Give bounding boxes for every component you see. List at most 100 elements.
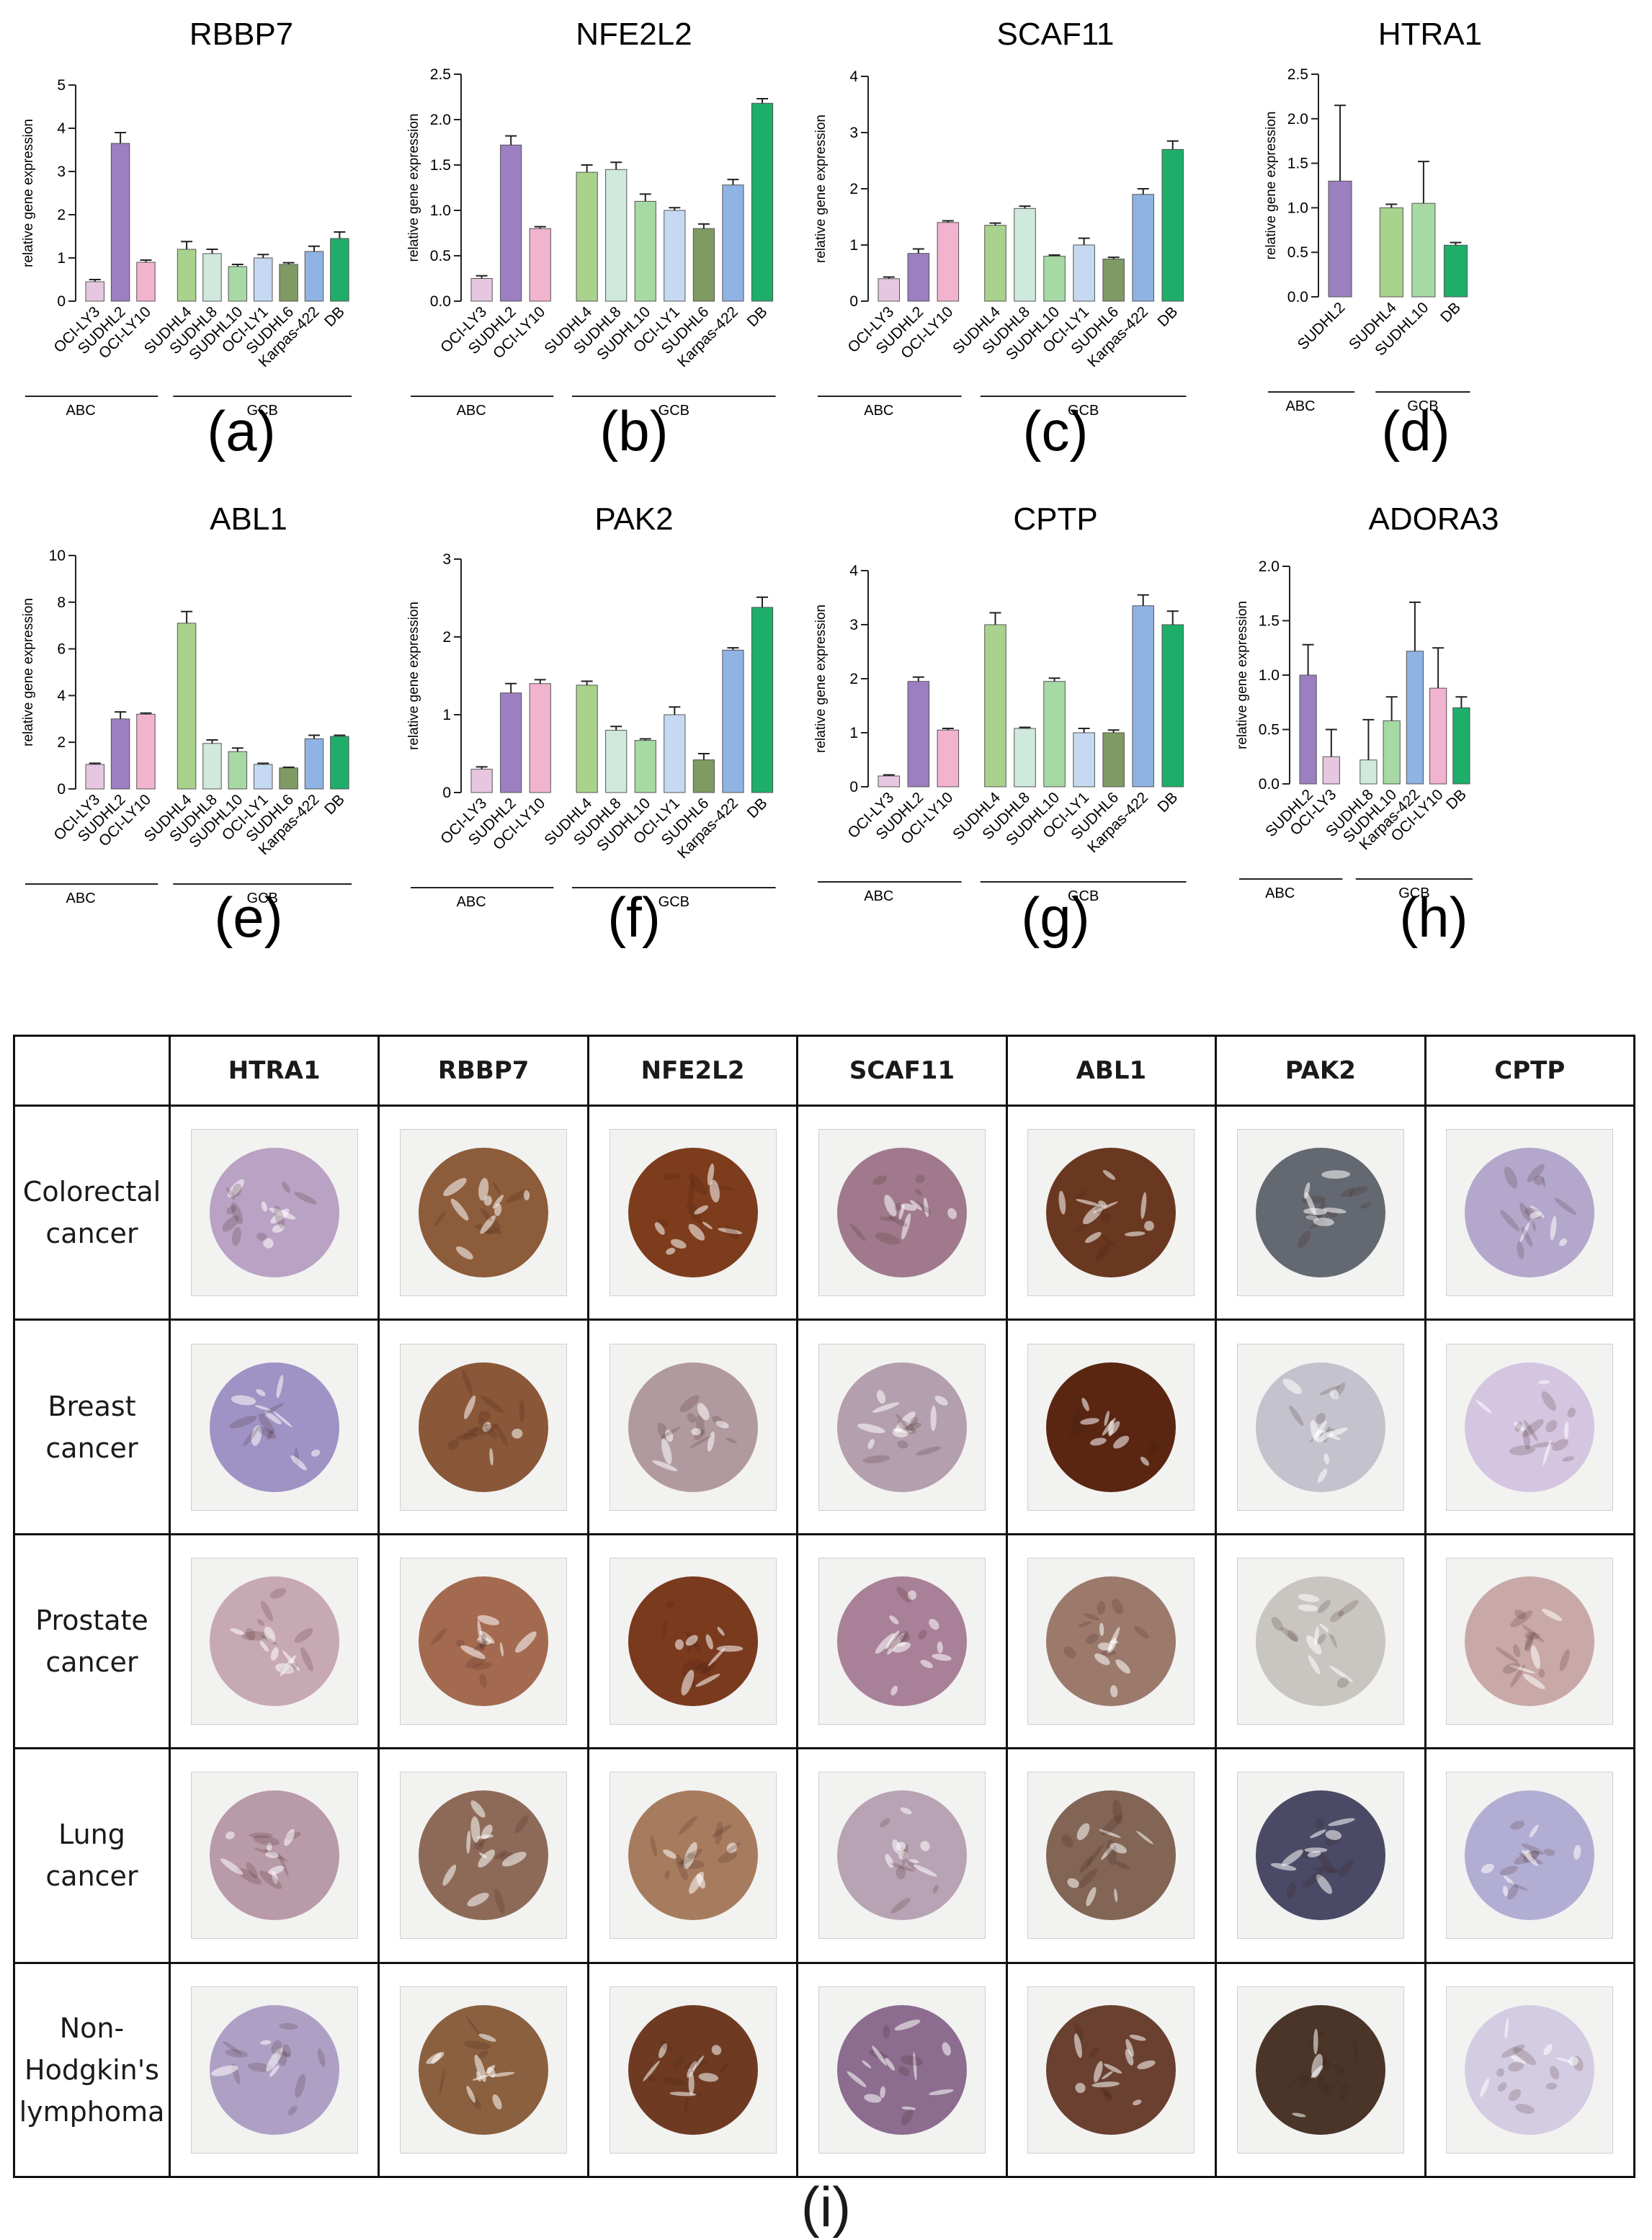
bar-sudhl10 — [634, 200, 656, 302]
tissue-texture — [277, 1853, 289, 1878]
tissue-texture — [1079, 1856, 1094, 1873]
tissue-texture — [1074, 2032, 1083, 2058]
gene-header-pak2: PAK2 — [1215, 1035, 1426, 1107]
ihc-image — [1027, 1557, 1195, 1725]
tissue-texture — [915, 1174, 925, 1184]
tissue-core-image — [1046, 2004, 1177, 2135]
ihc-image — [400, 1129, 568, 1297]
y-tick-label: 1.0 — [430, 202, 451, 219]
tissue-texture — [265, 2047, 283, 2072]
tissue-texture — [247, 2062, 272, 2072]
tissue-texture — [1085, 1232, 1102, 1244]
tissue-texture — [1298, 1231, 1311, 1249]
tissue-texture — [658, 2043, 667, 2058]
tissue-texture — [901, 1422, 922, 1432]
tissue-texture — [1496, 2068, 1505, 2077]
tissue-texture — [278, 2051, 290, 2057]
tissue-texture — [695, 1674, 720, 1687]
tissue-texture — [477, 1615, 500, 1625]
tissue-texture — [913, 2051, 917, 2081]
tissue-texture — [1524, 1632, 1536, 1651]
y-tick-label: 4 — [849, 68, 858, 85]
tissue-texture — [907, 1590, 917, 1600]
y-tick-label: 0 — [442, 785, 451, 801]
tissue-texture — [660, 1427, 680, 1438]
tissue-texture — [1560, 1649, 1571, 1672]
tissue-core-image — [209, 2004, 339, 2135]
tissue-texture — [477, 2050, 488, 2058]
tissue-texture — [264, 1852, 279, 1859]
tissue-texture — [725, 1437, 737, 1443]
tissue-texture — [1556, 2057, 1573, 2063]
tissue-texture — [1063, 1646, 1076, 1659]
tissue-texture — [898, 1204, 905, 1221]
tissue-texture — [711, 2045, 721, 2056]
tissue-texture — [875, 1232, 901, 1245]
tissue-texture — [470, 1423, 498, 1436]
tissue-texture — [1110, 1685, 1118, 1697]
row-label: Non- Hodgkin's lymphoma — [13, 1961, 171, 2179]
x-tick-label: SUDHL2 — [1295, 299, 1349, 353]
ihc-cell-htra1 — [168, 1104, 380, 1321]
tissue-texture — [913, 1200, 932, 1214]
tissue-texture — [867, 1438, 875, 1449]
panel-label: (a) — [207, 399, 275, 463]
tissue-texture — [1298, 1604, 1318, 1612]
x-tick-label: DB — [1154, 303, 1181, 330]
tissue-texture — [478, 1410, 491, 1421]
tissue-texture — [1112, 1799, 1123, 1825]
tissue-texture — [254, 1404, 271, 1411]
tissue-core-image — [628, 1148, 758, 1278]
tissue-texture — [1304, 1847, 1328, 1853]
tissue-texture — [1309, 1829, 1326, 1839]
tissue-texture — [1125, 1231, 1146, 1237]
tissue-texture — [481, 1208, 493, 1222]
ihc-cell-nfe2l2 — [586, 1961, 799, 2179]
tissue-texture — [647, 2074, 656, 2082]
tissue-texture — [494, 1888, 505, 1915]
tissue-texture — [260, 1634, 277, 1645]
bar-sudhl6 — [279, 767, 298, 790]
tissue-texture — [1308, 1655, 1320, 1674]
tissue-texture — [481, 1395, 504, 1413]
tissue-texture — [1532, 1221, 1537, 1232]
tissue-texture — [1323, 1453, 1329, 1465]
bar-sudhl10 — [1383, 720, 1401, 785]
group-label: ABC — [1285, 398, 1315, 414]
tissue-texture — [1100, 1650, 1117, 1656]
ihc-cell-nfe2l2 — [586, 1532, 799, 1750]
tissue-texture — [664, 1429, 673, 1442]
tissue-texture — [1100, 1213, 1111, 1223]
bar-sudhl10 — [634, 740, 656, 793]
tissue-core-image — [1255, 2004, 1385, 2135]
tissue-texture — [1115, 1659, 1131, 1674]
gene-header-htra1: HTRA1 — [168, 1035, 380, 1107]
tissue-texture — [478, 2033, 496, 2042]
tissue-core-image — [836, 1148, 967, 1278]
tissue-texture — [283, 1829, 295, 1847]
tissue-texture — [1522, 1849, 1538, 1867]
tissue-texture — [1573, 1844, 1581, 1860]
tissue-texture — [466, 1830, 471, 1855]
tissue-texture — [267, 1429, 274, 1440]
tissue-texture — [1317, 1599, 1331, 1613]
ihc-cell-cptp — [1424, 1532, 1636, 1750]
y-tick-label: 0.0 — [1259, 776, 1280, 793]
tissue-texture — [1325, 1830, 1341, 1841]
tissue-core-image — [1255, 1576, 1385, 1706]
bar-oci-ly3 — [878, 775, 901, 787]
tissue-texture — [464, 2040, 491, 2050]
tissue-texture — [276, 1374, 283, 1398]
tissue-texture — [210, 2065, 238, 2076]
tissue-texture — [287, 2105, 298, 2115]
ihc-image — [1236, 1557, 1404, 1725]
tissue-texture — [1334, 2063, 1345, 2074]
tissue-texture — [270, 1208, 290, 1224]
bar-oci-ly10 — [136, 262, 156, 302]
table-row: Colorectal cancer — [13, 1104, 1636, 1321]
tissue-texture — [892, 1428, 908, 1437]
tissue-texture — [1544, 1849, 1555, 1857]
tissue-texture — [259, 1641, 269, 1652]
tissue-texture — [875, 1633, 896, 1654]
tissue-texture — [1522, 1419, 1545, 1437]
